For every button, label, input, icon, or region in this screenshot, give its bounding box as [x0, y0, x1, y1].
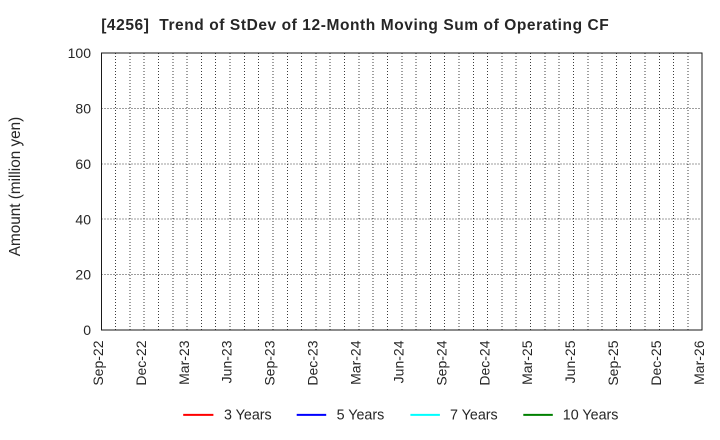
svg-text:10 Years: 10 Years — [563, 407, 619, 423]
svg-text:Mar-24: Mar-24 — [348, 340, 364, 385]
svg-text:Jun-25: Jun-25 — [562, 340, 578, 383]
svg-text:Jun-24: Jun-24 — [390, 340, 406, 383]
svg-text:Dec-23: Dec-23 — [305, 340, 321, 385]
svg-text:3 Years: 3 Years — [224, 407, 272, 423]
svg-text:60: 60 — [75, 156, 91, 172]
svg-text:Sep-23: Sep-23 — [262, 340, 278, 385]
svg-text:20: 20 — [75, 267, 91, 283]
svg-text:40: 40 — [75, 211, 91, 227]
svg-text:Sep-22: Sep-22 — [90, 340, 106, 385]
svg-text:100: 100 — [68, 45, 92, 61]
svg-text:Mar-26: Mar-26 — [691, 340, 707, 385]
svg-text:Amount (million yen): Amount (million yen) — [7, 117, 24, 256]
svg-text:7 Years: 7 Years — [450, 407, 498, 423]
svg-text:Dec-24: Dec-24 — [476, 340, 492, 385]
svg-text:Mar-25: Mar-25 — [519, 340, 535, 385]
svg-text:0: 0 — [83, 322, 91, 338]
svg-text:[4256] Trend of StDev of 12-M: [4256] Trend of StDev of 12-Month Moving… — [101, 17, 609, 34]
svg-text:Sep-24: Sep-24 — [433, 340, 449, 385]
svg-text:Mar-23: Mar-23 — [176, 340, 192, 385]
svg-text:80: 80 — [75, 101, 91, 117]
svg-text:Dec-22: Dec-22 — [133, 340, 149, 385]
svg-text:Sep-25: Sep-25 — [605, 340, 621, 385]
svg-text:Jun-23: Jun-23 — [219, 340, 235, 383]
svg-text:5 Years: 5 Years — [337, 407, 385, 423]
svg-text:Dec-25: Dec-25 — [648, 340, 664, 385]
